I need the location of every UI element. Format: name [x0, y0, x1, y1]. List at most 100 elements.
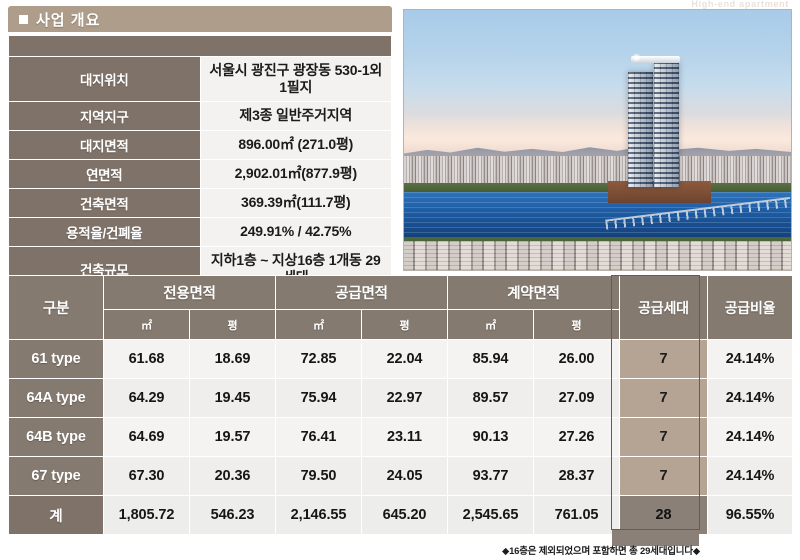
cell-supply-ratio: 24.14% — [707, 456, 793, 496]
cell-supply-units: 7 — [619, 339, 708, 379]
hero-tower — [607, 53, 711, 204]
row-label-total: 계 — [8, 495, 104, 535]
table-row-total: 계 1,805.72 546.23 2,146.55 645.20 2,545.… — [8, 495, 793, 535]
tower-crown — [630, 55, 681, 64]
cell-exclusive-py: 20.36 — [189, 456, 276, 496]
cell-supply-ratio: 24.14% — [707, 417, 793, 457]
cell-supply-py: 22.04 — [361, 339, 448, 379]
far-riverbank-layer — [404, 182, 791, 195]
total-contract-py: 761.05 — [533, 495, 620, 535]
cell-supply-ratio: 24.14% — [707, 339, 793, 379]
info-label-zoning: 지역지구 — [8, 100, 201, 131]
cell-supply-m2: 72.85 — [275, 339, 362, 379]
info-value-site-area: 896.00㎡ (271.0평) — [199, 129, 392, 160]
section-header: 사업 개요 — [8, 6, 392, 32]
unit-header-contract-m2: ㎡ — [447, 309, 534, 340]
cell-supply-m2: 75.94 — [275, 378, 362, 418]
foreground-buildings-layer — [404, 241, 791, 270]
cell-supply-py: 24.05 — [361, 456, 448, 496]
table-row: 대지위치 서울시 광진구 광장동 530-1외 1필지 — [8, 56, 392, 102]
cell-supply-units: 7 — [619, 378, 708, 418]
cell-contract-py: 28.37 — [533, 456, 620, 496]
unit-header-supply-py: 평 — [361, 309, 448, 340]
total-exclusive-py: 546.23 — [189, 495, 276, 535]
cell-exclusive-m2: 64.69 — [103, 417, 190, 457]
cell-exclusive-m2: 67.30 — [103, 456, 190, 496]
info-value-zoning: 제3종 일반주거지역 — [199, 100, 392, 131]
info-value-gross-floor-area: 2,902.01㎡(877.9평) — [199, 158, 392, 189]
page-title: 사업 개요 — [36, 11, 101, 29]
table-row: 67 type 67.30 20.36 79.50 24.05 93.77 28… — [8, 456, 793, 496]
table-row: 64B type 64.69 19.57 76.41 23.11 90.13 2… — [8, 417, 793, 457]
table-row: 용적율/건폐율 249.91% / 42.75% — [8, 216, 392, 247]
total-supply-m2: 2,146.55 — [275, 495, 362, 535]
col-header-supply-area: 공급면적 — [275, 275, 448, 310]
area-table-body: 61 type 61.68 18.69 72.85 22.04 85.94 26… — [8, 339, 793, 535]
table-row: 지역지구 제3종 일반주거지역 — [8, 100, 392, 131]
table-footnote: ◆16층은 제외되었으며 포함하면 총 29세대입니다◆ — [501, 546, 700, 557]
unit-header-supply-m2: ㎡ — [275, 309, 362, 340]
col-header-exclusive-area: 전용면적 — [103, 275, 276, 310]
area-table-header-groups: 구분 전용면적 공급면적 계약면적 공급세대 공급비율 — [8, 275, 793, 340]
col-header-gubun: 구분 — [8, 275, 104, 340]
info-value-far-bcr: 249.91% / 42.75% — [199, 216, 392, 247]
row-label-64Atype: 64A type — [8, 378, 104, 418]
building-rendering-image — [403, 9, 792, 271]
cell-exclusive-m2: 61.68 — [103, 339, 190, 379]
supply-units-column-tail — [612, 530, 699, 546]
total-exclusive-m2: 1,805.72 — [103, 495, 190, 535]
table-row: 64A type 64.29 19.45 75.94 22.97 89.57 2… — [8, 378, 793, 418]
cell-supply-m2: 76.41 — [275, 417, 362, 457]
project-info-table: 대지위치 서울시 광진구 광장동 530-1외 1필지 지역지구 제3종 일반주… — [8, 35, 392, 293]
total-supply-ratio: 96.55% — [707, 495, 793, 535]
area-table-header-units: ㎡ 평 ㎡ 평 ㎡ 평 — [9, 309, 793, 340]
col-header-contract-area: 계약면적 — [447, 275, 620, 310]
tower-slab-left — [628, 71, 654, 187]
table-row: 61 type 61.68 18.69 72.85 22.04 85.94 26… — [8, 339, 793, 379]
info-label-site-location: 대지위치 — [8, 56, 201, 102]
cell-contract-m2: 90.13 — [447, 417, 534, 457]
area-table-head: 구분 전용면적 공급면적 계약면적 공급세대 공급비율 ㎡ 평 ㎡ 평 ㎡ 평 — [8, 275, 793, 340]
unit-header-exclusive-m2: ㎡ — [103, 309, 190, 340]
info-spacer-row — [8, 35, 392, 57]
rendering-artwork — [404, 10, 791, 270]
info-label-site-area: 대지면적 — [8, 129, 201, 160]
info-value-site-location: 서울시 광진구 광장동 530-1외 1필지 — [199, 56, 392, 102]
info-spacer-cell — [8, 35, 392, 57]
cell-supply-ratio: 24.14% — [707, 378, 793, 418]
cell-contract-m2: 89.57 — [447, 378, 534, 418]
info-label-building-area: 건축면적 — [8, 187, 201, 218]
col-header-supply-ratio: 공급비율 — [707, 275, 793, 340]
row-label-61type: 61 type — [8, 339, 104, 379]
tagline-text: High-end apartment — [691, 0, 789, 9]
total-supply-units: 28 — [619, 495, 708, 535]
cell-supply-py: 23.11 — [361, 417, 448, 457]
cell-supply-units: 7 — [619, 456, 708, 496]
cell-supply-units: 7 — [619, 417, 708, 457]
cell-contract-m2: 93.77 — [447, 456, 534, 496]
cell-supply-m2: 79.50 — [275, 456, 362, 496]
col-header-supply-units: 공급세대 — [619, 275, 708, 340]
cell-contract-py: 27.09 — [533, 378, 620, 418]
table-row: 대지면적 896.00㎡ (271.0평) — [8, 129, 392, 160]
info-label-gross-floor-area: 연면적 — [8, 158, 201, 189]
bullet-square-icon — [19, 14, 28, 24]
cell-supply-py: 22.97 — [361, 378, 448, 418]
cell-exclusive-py: 19.45 — [189, 378, 276, 418]
total-supply-py: 645.20 — [361, 495, 448, 535]
info-label-far-bcr: 용적율/건폐율 — [8, 216, 201, 247]
row-label-64Btype: 64B type — [8, 417, 104, 457]
cell-exclusive-py: 18.69 — [189, 339, 276, 379]
cell-contract-m2: 85.94 — [447, 339, 534, 379]
tower-light-glint-icon — [631, 53, 641, 63]
cell-exclusive-m2: 64.29 — [103, 378, 190, 418]
project-info-body: 대지위치 서울시 광진구 광장동 530-1외 1필지 지역지구 제3종 일반주… — [8, 35, 392, 293]
cell-contract-py: 27.26 — [533, 417, 620, 457]
info-value-building-area: 369.39㎡(111.7평) — [199, 187, 392, 218]
unit-header-exclusive-py: 평 — [189, 309, 276, 340]
far-cityscape-layer — [404, 155, 791, 185]
cell-contract-py: 26.00 — [533, 339, 620, 379]
tower-slab-right — [654, 62, 680, 187]
area-breakdown-table: 구분 전용면적 공급면적 계약면적 공급세대 공급비율 ㎡ 평 ㎡ 평 ㎡ 평 … — [8, 275, 793, 535]
